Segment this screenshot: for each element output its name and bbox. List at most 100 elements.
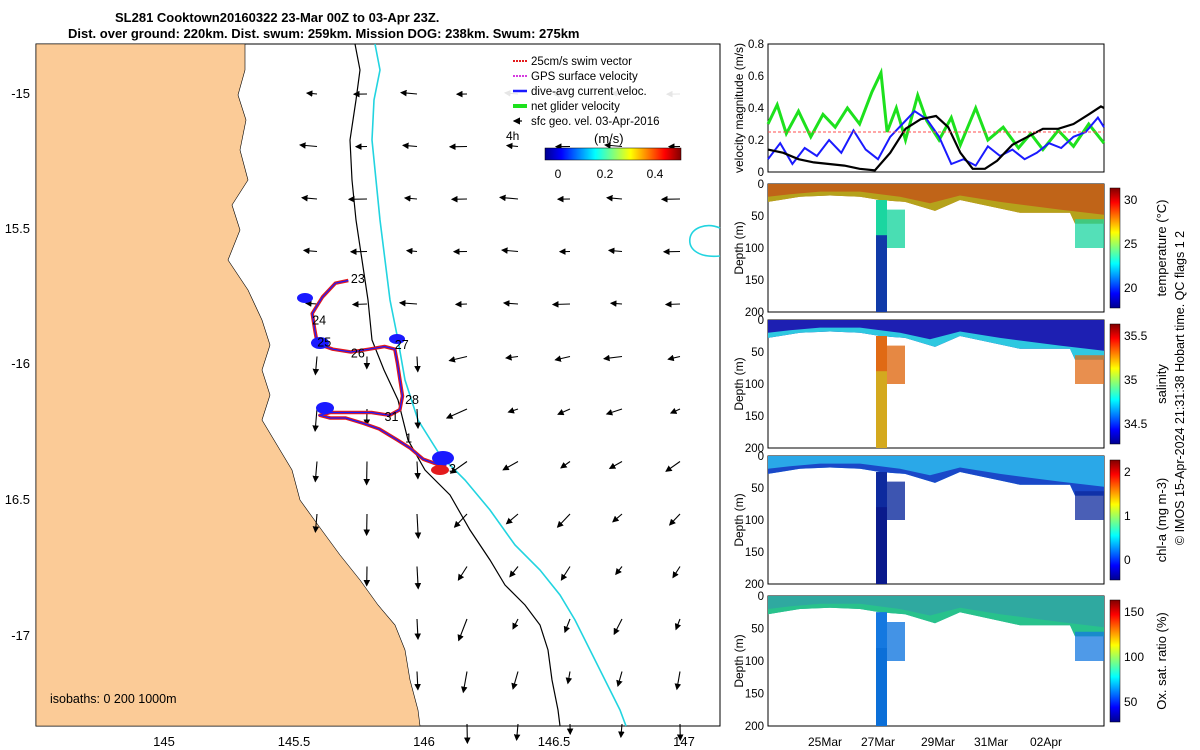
xtick-25mar: 25Mar: [808, 735, 842, 749]
velocity-arrow: [560, 566, 571, 581]
oxygen-colorbar-label: Ox. sat. ratio (%): [1154, 612, 1169, 710]
map-x-axis: 145 145.5 146 146.5 147: [153, 734, 695, 749]
salinity-deep-profile-top: [876, 336, 887, 372]
day-label: 3: [449, 462, 456, 476]
xtick-31mar: 31Mar: [974, 735, 1008, 749]
map-xtick-147: 147: [673, 734, 695, 749]
colorbar-unit-label: (m/s): [594, 131, 624, 146]
legend-label-swim: 25cm/s swim vector: [531, 56, 632, 68]
velocity-arrow: [445, 408, 468, 419]
copyright-side-text: © IMOS 15-Apr-2024 21:31:38 Hobart time.…: [1173, 231, 1187, 545]
velocity-arrow: [400, 89, 418, 97]
chla-ytick: 200: [745, 579, 764, 591]
salinity-panel: 0 50 100 150 200 Depth (m) 35.5 35 34.5 salinity: [732, 315, 1169, 455]
velocity-arrow: [305, 90, 318, 97]
chla-profile-shelf: [887, 481, 905, 520]
velocity-arrow: [674, 618, 682, 631]
salinity-ytick: 200: [745, 443, 764, 455]
oxygen-ytick: 50: [751, 624, 764, 636]
velocity-arrow: [612, 513, 623, 523]
oxygen-colorbar-tick: 150: [1124, 605, 1144, 619]
oxygen-colorbar-tick: 100: [1124, 650, 1144, 664]
velocity-arrow: [501, 247, 519, 254]
oxygen-profile-shelf: [887, 622, 905, 661]
velocity-ylabel: velocity magnitude (m/s): [732, 43, 746, 173]
dive-avg-current-line: [767, 109, 1105, 167]
temperature-deep-profile-top: [876, 200, 887, 236]
velocity-arrow: [609, 300, 623, 307]
velocity-arrow: [414, 461, 421, 480]
salinity-colorbar-label: salinity: [1154, 364, 1169, 404]
chla-late-profiles: [1075, 491, 1104, 520]
legend-label-dive: dive-avg current veloc.: [531, 86, 647, 98]
oxygen-ytick: 100: [745, 656, 764, 668]
chla-ytick: 0: [758, 451, 764, 463]
salinity-ytick: 50: [751, 347, 764, 359]
velocity-arrow: [505, 513, 519, 525]
salinity-ytick: 150: [745, 411, 764, 423]
temperature-profile-shelf: [887, 209, 905, 248]
colorbar-tick-02: 0.2: [597, 167, 614, 181]
day-label: 31: [385, 410, 399, 424]
track-blob: [431, 465, 449, 475]
velocity-arrow: [607, 247, 623, 255]
velocity-arrow: [554, 355, 571, 362]
oxygen-mid-layer: [768, 603, 1104, 637]
salinity-colorbar-tick: 35: [1124, 373, 1138, 387]
figure-title-line1: SL281 Cooktown20160322 23-Mar 00Z to 03-…: [115, 10, 439, 25]
day-label: 28: [405, 393, 419, 407]
velocity-arrow: [351, 301, 368, 308]
temperature-ytick: 50: [751, 211, 764, 223]
temperature-ytick: 0: [758, 179, 764, 191]
velocity-arrow: [613, 618, 623, 636]
chla-colorbar-tick: 2: [1124, 465, 1131, 479]
velocity-arrow: [448, 355, 468, 363]
temperature-deep-profile: [876, 200, 887, 312]
velocity-arrow: [312, 356, 320, 376]
oxygen-ylabel: Depth (m): [732, 634, 746, 687]
legend-label-gps: GPS surface velocity: [531, 71, 638, 83]
geostrophic-velocity-arrows: [299, 89, 684, 745]
velocity-arrow: [304, 300, 318, 307]
velocity-arrow: [563, 618, 571, 634]
velocity-arrow: [557, 408, 571, 416]
velocity-arrow: [615, 566, 623, 576]
velocity-ytick-02: 0.2: [748, 135, 764, 147]
day-label: 26: [351, 347, 365, 361]
velocity-arrow: [403, 195, 418, 202]
velocity-arrow: [672, 566, 681, 579]
velocity-arrow: [665, 461, 681, 472]
velocity-arrow: [512, 618, 519, 630]
legend-box: [504, 50, 690, 136]
velocity-arrow: [414, 408, 422, 430]
isobaths-label: isobaths: 0 200 1000m: [50, 692, 176, 706]
velocity-arrow: [668, 513, 681, 526]
velocity-arrow: [453, 513, 468, 528]
temperature-ytick: 100: [745, 243, 764, 255]
temperature-colorbar-label: temperature (°C): [1154, 200, 1169, 297]
net-glider-velocity-line: [766, 67, 1106, 153]
time-x-axis: 25Mar 27Mar 29Mar 31Mar 02Apr: [808, 735, 1062, 749]
salinity-ytick: 0: [758, 315, 764, 327]
salinity-profile-shelf: [887, 345, 905, 384]
day-label: 1: [405, 432, 412, 446]
xtick-02apr: 02Apr: [1030, 735, 1062, 749]
velocity-arrow: [449, 461, 468, 474]
velocity-arrow: [565, 671, 573, 685]
temperature-colorbar-tick: 30: [1124, 193, 1138, 207]
day-label: 23: [351, 272, 365, 286]
oxygen-ytick: 150: [745, 689, 764, 701]
oxygen-deep-profile: [876, 612, 887, 726]
velocity-arrow: [560, 461, 571, 469]
temperature-ylabel: Depth (m): [732, 221, 746, 274]
velocity-ytick-06: 0.6: [748, 71, 764, 83]
velocity-ytick-0: 0: [758, 167, 764, 179]
current-blob: [311, 337, 329, 349]
salinity-ylabel: Depth (m): [732, 357, 746, 410]
velocity-arrow: [513, 723, 521, 741]
chla-deep-profile: [876, 472, 887, 584]
velocity-arrow: [312, 408, 319, 432]
chla-colorbar: [1109, 459, 1121, 581]
